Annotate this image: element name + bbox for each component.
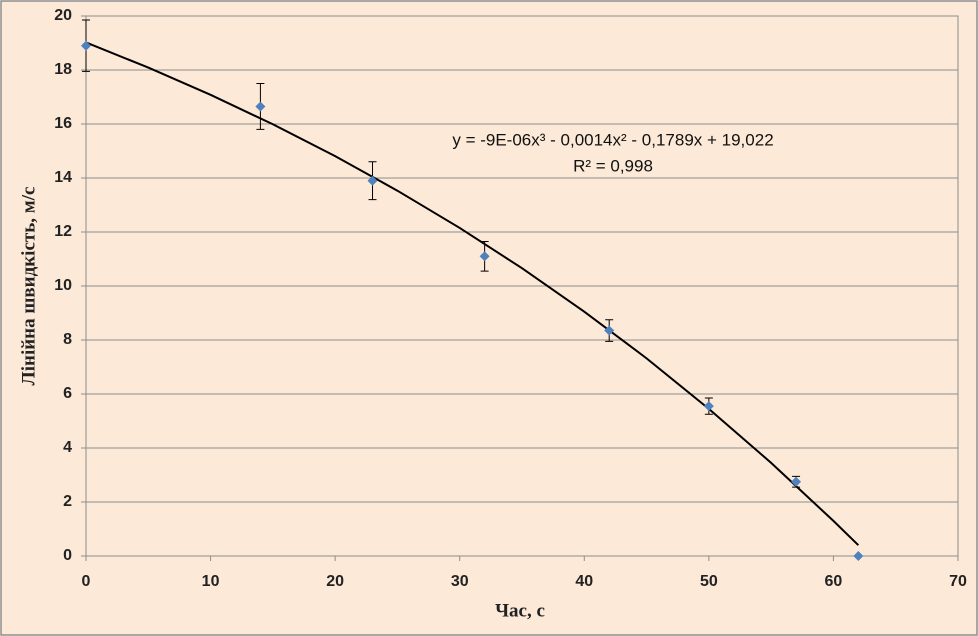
y-tick-label: 16 [54,115,72,132]
y-tick-label: 20 [54,7,72,24]
y-tick-label: 14 [54,169,72,186]
data-point [791,476,802,487]
r-squared: R² = 0,998 [573,156,653,175]
data-point [479,251,490,262]
data-point [703,401,714,412]
y-tick-label: 8 [63,331,72,348]
x-tick-label: 70 [949,573,967,590]
y-tick-label: 4 [63,439,72,456]
data-point [255,101,266,112]
x-tick-label: 10 [202,573,220,590]
y-tick-label: 18 [54,61,72,78]
x-axis-title: Час, с [495,600,545,621]
y-tick-label: 6 [63,385,72,402]
data-point [604,325,615,336]
y-tick-label: 0 [63,547,72,564]
y-tick-label: 12 [54,223,72,240]
y-tick-label: 2 [63,493,72,510]
x-tick-label: 40 [575,573,593,590]
x-tick-label: 20 [326,573,344,590]
data-point [367,175,378,186]
trend-equation: y = -9E-06x³ - 0,0014x² - 0,1789x + 19,0… [452,130,773,149]
data-point [853,551,864,561]
y-axis-title: Лінійна швидкість, м/с [18,187,39,386]
x-tick-label: 50 [700,573,718,590]
x-tick-label: 60 [825,573,843,590]
x-tick-label: 0 [82,573,91,590]
y-tick-label: 10 [54,277,72,294]
trendline [85,41,860,546]
data-point [81,40,91,51]
x-tick-label: 30 [451,573,469,590]
